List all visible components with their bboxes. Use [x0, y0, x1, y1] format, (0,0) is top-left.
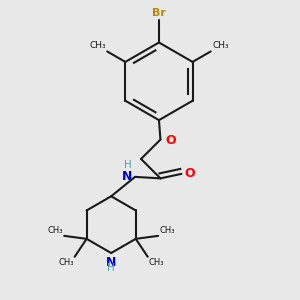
Text: Br: Br	[152, 8, 166, 18]
Text: N: N	[106, 256, 116, 269]
Text: H: H	[124, 160, 131, 170]
Text: CH₃: CH₃	[212, 41, 229, 50]
Text: CH₃: CH₃	[47, 226, 63, 235]
Text: CH₃: CH₃	[160, 226, 175, 235]
Text: CH₃: CH₃	[148, 258, 164, 267]
Text: CH₃: CH₃	[58, 258, 74, 267]
Text: O: O	[165, 134, 175, 147]
Text: O: O	[184, 167, 195, 180]
Text: N: N	[122, 170, 133, 183]
Text: CH₃: CH₃	[89, 41, 106, 50]
Text: H: H	[107, 262, 115, 273]
